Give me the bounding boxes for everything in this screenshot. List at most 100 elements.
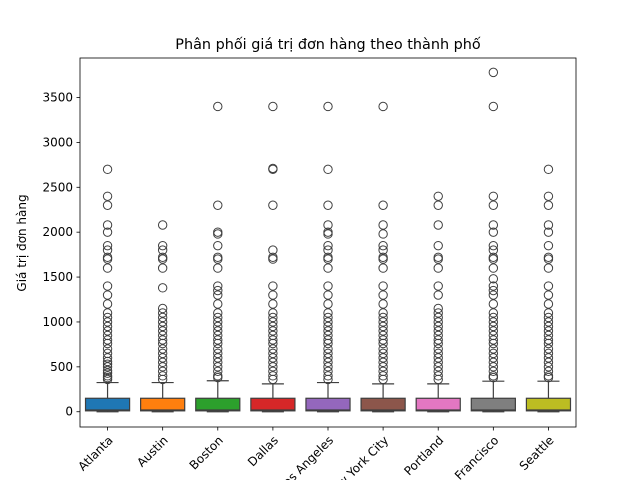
outlier-point — [157, 362, 168, 372]
outlier-point — [323, 330, 333, 341]
outlier-point — [213, 101, 223, 112]
outlier-point — [323, 220, 333, 230]
outlier-point — [102, 371, 113, 381]
y-tick-label: 2000 — [42, 225, 73, 239]
outlier-point — [102, 365, 113, 376]
outlier-point — [102, 200, 113, 210]
outlier-point — [323, 227, 333, 237]
outlier-point — [488, 227, 499, 237]
outlier-point — [268, 326, 278, 336]
outlier-point — [488, 344, 499, 354]
outlier-point — [157, 357, 168, 368]
outlier-point — [378, 317, 388, 327]
outlier-point — [268, 335, 278, 345]
outlier-point — [323, 308, 333, 318]
outlier-point — [213, 240, 223, 251]
outlier-point — [157, 317, 168, 327]
outlier-point — [323, 290, 333, 300]
outlier-point — [213, 353, 223, 363]
outlier-point — [157, 348, 168, 359]
outlier-point — [157, 344, 168, 354]
outlier-point — [543, 200, 554, 210]
outlier-point — [157, 252, 168, 263]
outlier-point — [268, 252, 278, 263]
outlier-point — [102, 362, 113, 372]
outlier-point — [378, 220, 388, 230]
outlier-point — [268, 330, 278, 341]
chart-title: Phân phối giá trị đơn hàng theo thành ph… — [175, 36, 481, 53]
outlier-point — [102, 290, 113, 300]
outlier-point — [157, 308, 168, 318]
outlier-point — [543, 290, 554, 300]
outlier-point — [157, 312, 168, 323]
outlier-point — [157, 240, 168, 251]
outlier-point — [433, 312, 443, 323]
outlier-point — [102, 335, 113, 345]
outlier-point — [268, 312, 278, 323]
outlier-point — [378, 357, 388, 368]
outlier-point — [488, 357, 499, 368]
outlier-point — [488, 366, 499, 377]
outlier-point — [213, 281, 223, 291]
outlier-point — [102, 299, 113, 309]
outlier-point — [102, 240, 113, 251]
outlier-point — [102, 317, 113, 327]
outlier-point — [157, 335, 168, 345]
outlier-point — [157, 353, 168, 363]
outlier-point — [102, 359, 113, 369]
outlier-point — [102, 326, 113, 336]
outlier-point — [488, 220, 499, 230]
outlier-point — [543, 299, 554, 309]
outlier-point — [323, 164, 333, 175]
outlier-point — [433, 353, 443, 363]
outlier-point — [323, 326, 333, 336]
outlier-point — [488, 274, 499, 284]
outlier-point — [543, 344, 554, 354]
outlier-point — [433, 357, 443, 368]
outlier-point — [378, 229, 388, 239]
outlier-point — [102, 245, 113, 255]
outlier-point — [378, 326, 388, 336]
outlier-point — [433, 200, 443, 210]
outlier-point — [378, 330, 388, 341]
outlier-point — [102, 321, 113, 332]
outlier-point — [268, 362, 278, 372]
outlier-point — [433, 303, 443, 314]
outlier-point — [102, 191, 113, 201]
outlier-point — [102, 348, 113, 359]
outlier-point — [378, 344, 388, 354]
outlier-point — [268, 348, 278, 359]
outlier-point — [213, 362, 223, 372]
outlier-point — [102, 281, 113, 291]
outlier-point — [488, 353, 499, 363]
outlier-point — [213, 263, 223, 273]
outlier-point — [213, 344, 223, 354]
outlier-point — [488, 263, 499, 273]
outlier-point — [213, 252, 223, 263]
outlier-point — [543, 335, 554, 345]
outlier-point — [488, 326, 499, 336]
outlier-point — [433, 371, 443, 381]
outlier-point — [433, 308, 443, 318]
y-tick-label: 2500 — [42, 180, 73, 194]
outlier-point — [157, 366, 168, 377]
outlier-point — [268, 308, 278, 318]
outlier-point — [102, 330, 113, 341]
outlier-point — [378, 263, 388, 273]
outlier-point — [488, 299, 499, 309]
outlier-point — [323, 344, 333, 354]
outlier-point — [488, 245, 499, 255]
outlier-point — [157, 371, 168, 381]
outlier-point — [102, 227, 113, 237]
outlier-point — [488, 290, 499, 300]
outlier-point — [433, 348, 443, 359]
outlier-point — [433, 330, 443, 341]
outlier-point — [323, 366, 333, 377]
outlier-point — [213, 357, 223, 368]
y-tick-label: 1000 — [42, 315, 73, 329]
box-san-francisco — [470, 397, 516, 412]
outlier-point — [268, 371, 278, 381]
outlier-point — [433, 317, 443, 327]
outlier-point — [433, 252, 443, 263]
